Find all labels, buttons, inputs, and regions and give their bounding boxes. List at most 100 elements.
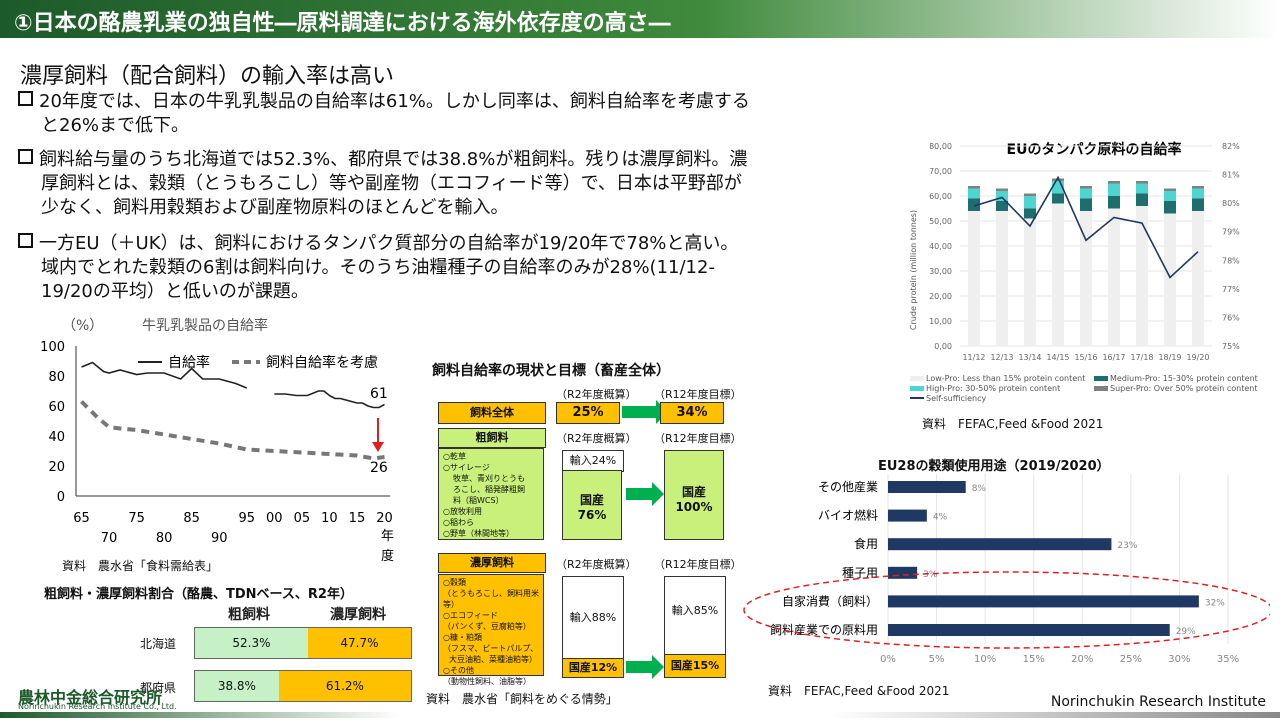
category-label: 食用 bbox=[854, 536, 878, 551]
bullet-3-line-1: 一方EU（＋UK）は、飼料におけるタンパク質部分の自給率が19/20年で78%と… bbox=[39, 233, 739, 254]
region-tofuken: 都府県 bbox=[140, 681, 177, 695]
roughage-table-title: 粗飼料・濃厚飼料割合（酪農、TDNベース、R2年） bbox=[44, 587, 353, 602]
y2-tick-label: 75% bbox=[1222, 342, 1240, 351]
y-tick-label: 0,00 bbox=[934, 342, 952, 351]
source-mafff-1: 資料 農水省「食料需給表」 bbox=[62, 559, 219, 573]
item: ○乾草 bbox=[443, 452, 466, 461]
down-arrow-head-icon bbox=[372, 442, 384, 452]
y-tick-label: 0 bbox=[57, 490, 65, 505]
value: 100% bbox=[675, 500, 713, 514]
bar-segment bbox=[996, 201, 1008, 211]
arrow-head-icon bbox=[652, 482, 664, 506]
bar-value-label: 3% bbox=[923, 570, 938, 580]
footer-bar-left bbox=[0, 712, 400, 718]
region-hokkaido: 北海道 bbox=[140, 637, 177, 651]
bar-segment bbox=[1164, 201, 1176, 214]
end-label-61: 61 bbox=[370, 386, 388, 402]
bullet-2-line-3: 少なく、飼料用穀類および副産物原料のほとんどを輸入。 bbox=[41, 197, 509, 218]
y-tick-label: 70,00 bbox=[929, 167, 952, 176]
bar bbox=[888, 566, 918, 579]
slide-title: ①日本の酪農乳業の独自性―原料調達における海外依存度の高さ― bbox=[14, 11, 671, 36]
eu-protein-title: EUのタンパク原料の自給率 bbox=[1007, 141, 1182, 158]
x-tick-label: 16/17 bbox=[1102, 353, 1125, 362]
bar-segment bbox=[1192, 198, 1204, 211]
x-tick-label: 10% bbox=[974, 654, 996, 665]
concentrate-label: 濃厚飼料 bbox=[438, 553, 546, 573]
x-tick-label: 70 bbox=[101, 531, 118, 546]
y-tick-label: 80,00 bbox=[929, 142, 952, 151]
legend-medium: Medium-Pro: 15-30% protein content bbox=[1110, 374, 1258, 383]
bullet-3-line-2: 域内でとれた穀類の6割は飼料向け。そのうち油糧種子の自給率のみが28%(11/1… bbox=[41, 257, 715, 278]
bar-segment bbox=[1108, 208, 1120, 346]
x-tick-label: 10 bbox=[321, 511, 338, 526]
x-tick-label: 05 bbox=[294, 511, 311, 526]
y-tick-label: 10,00 bbox=[929, 317, 952, 326]
item: ○その他 bbox=[443, 666, 474, 675]
x-tick-label: 25% bbox=[1120, 654, 1142, 665]
item: （動物性飼料、油脂等） bbox=[443, 677, 531, 686]
feed-chart-title: 飼料自給率の現状と目標（畜産全体） bbox=[432, 363, 670, 379]
bullet-2: 飼料給与量のうち北海道では52.3%、都府県では38.8%が粗飼料。残りは濃厚飼… bbox=[18, 148, 878, 220]
bar-segment bbox=[996, 188, 1008, 191]
x-axis-ticks: 65 75 85 95 00 05 10 15 20 70 80 90 bbox=[73, 511, 393, 546]
conc-col2: （R12年度目標） bbox=[654, 558, 742, 571]
bullet-square-icon bbox=[18, 91, 33, 106]
company-logo: 農林中金総合研究所 bbox=[18, 688, 163, 707]
self-sufficiency-chart: （%） 牛乳乳製品の自給率 100 80 60 40 20 0 65 75 85 95 00 05 1… bbox=[40, 317, 394, 564]
bullet-3-line-3: 19/20の平均）と低いのが課題。 bbox=[41, 281, 309, 302]
x-tick-label: 0% bbox=[880, 654, 896, 665]
label: 国産 bbox=[579, 493, 604, 507]
x-tick-label: 20% bbox=[1071, 654, 1093, 665]
bullet-1-line-2: と26%まで低下。 bbox=[41, 115, 190, 136]
highlight-ellipse bbox=[743, 571, 1270, 649]
conc-col1: （R2年度概算） bbox=[556, 558, 637, 571]
x-tick-label: 20 bbox=[376, 511, 393, 526]
legend-swatch-low bbox=[910, 376, 924, 381]
eu-grain-chart: その他産業 8% バイオ燃料 4% 食用 23% 種子用 3% 自家消費（飼料） 32% 飼料産業で… bbox=[743, 474, 1270, 665]
bullet-1: 20年度では、日本の牛乳乳製品の自給率は61%。しかし同率は、飼料自給率を考慮す… bbox=[18, 90, 878, 138]
item: ○野草（林間地等） bbox=[443, 529, 514, 538]
bullet-square-icon bbox=[18, 233, 33, 248]
concentrate-items: ○穀類 （とうもろこし、飼料用米等） ○エコフィード （パンくず、豆腐粕等） ○… bbox=[438, 574, 544, 686]
bar-segment bbox=[968, 211, 980, 346]
x-tick-label: 85 bbox=[183, 511, 200, 526]
rough-cell: 38.8% bbox=[195, 671, 279, 701]
feed-col1: （R2年度概算） bbox=[556, 388, 637, 401]
y2-tick-label: 76% bbox=[1222, 313, 1240, 322]
bars: その他産業 8% バイオ燃料 4% 食用 23% 種子用 3% 自家消費（飼料） 32% 飼料産業で… bbox=[770, 479, 1225, 637]
bar-segment bbox=[1052, 203, 1064, 346]
x-tick-label: 65 bbox=[73, 511, 90, 526]
bar-value-label: 8% bbox=[972, 484, 987, 494]
rough-import: 輸入24% bbox=[562, 450, 624, 472]
conc-cell: 61.2% bbox=[278, 671, 411, 701]
arrow-right-icon bbox=[626, 488, 652, 500]
category-label: その他産業 bbox=[818, 479, 878, 494]
bar-segment bbox=[1080, 198, 1092, 211]
table-row: 52.3% 47.7% bbox=[194, 627, 412, 659]
y2-tick-label: 82% bbox=[1222, 142, 1240, 151]
bar-segment bbox=[996, 191, 1008, 201]
end-label-26: 26 bbox=[370, 460, 388, 476]
bar-segment bbox=[1080, 186, 1092, 189]
x-tick-label: 80 bbox=[156, 531, 173, 546]
item: ○稲わら bbox=[443, 518, 474, 527]
footer-bar-right bbox=[830, 712, 1280, 718]
bar-segment bbox=[1108, 196, 1120, 209]
feed-adjusted-series bbox=[80, 400, 385, 461]
arrow-head-icon bbox=[652, 655, 664, 679]
self-sufficiency-series bbox=[274, 390, 385, 409]
bar-segment bbox=[1136, 206, 1148, 346]
roughage-label: 粗飼料 bbox=[438, 428, 546, 448]
bar bbox=[888, 509, 927, 522]
bullet-3: 一方EU（＋UK）は、飼料におけるタンパク質部分の自給率が19/20年で78%と… bbox=[18, 232, 878, 304]
legend-low: Low-Pro: Less than 15% protein content bbox=[926, 374, 1085, 383]
legend-high: High-Pro: 30-50% protein content bbox=[926, 384, 1060, 393]
bar-segment bbox=[1024, 193, 1036, 196]
item: 料（稲WCS） bbox=[453, 496, 504, 505]
bullet-2-line-2: 厚飼料とは、穀類（とうもろこし）等や副産物（エコフィード等）で、日本は平野部が bbox=[41, 173, 742, 194]
x-tick-label: 35% bbox=[1217, 654, 1239, 665]
bar-segment bbox=[1164, 213, 1176, 346]
bar-segment bbox=[968, 188, 980, 199]
x-tick-label: 15% bbox=[1023, 654, 1045, 665]
y-tick-label: 60,00 bbox=[929, 192, 952, 201]
